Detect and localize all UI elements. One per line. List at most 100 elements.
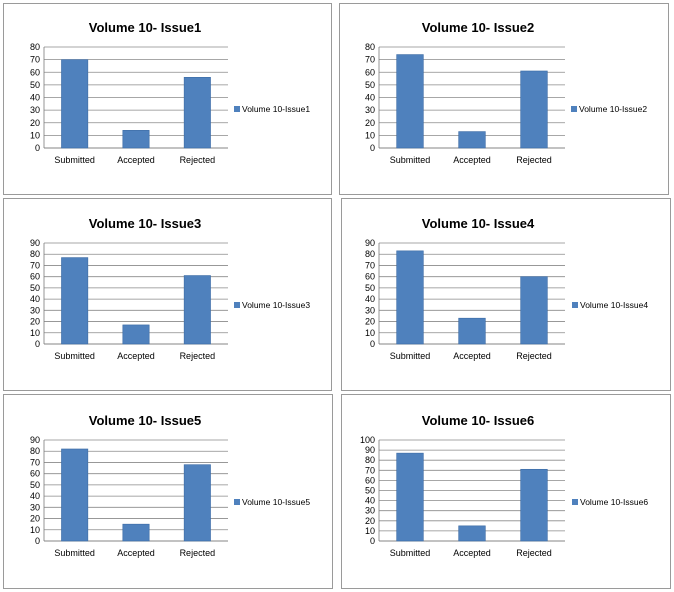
category-label: Accepted	[117, 351, 155, 361]
chart-title: Volume 10- Issue2	[422, 20, 534, 35]
chart-panel-issue1	[3, 3, 332, 195]
bar	[396, 54, 424, 149]
legend-swatch	[572, 499, 578, 505]
bar	[183, 77, 211, 149]
y-tick-label: 20	[30, 514, 40, 524]
y-tick-label: 70	[30, 457, 40, 467]
y-tick-label: 70	[365, 55, 375, 65]
category-label: Submitted	[390, 155, 431, 165]
category-label: Submitted	[54, 548, 95, 558]
y-tick-label: 70	[30, 260, 40, 270]
bar	[183, 464, 211, 542]
y-tick-label: 40	[30, 93, 40, 103]
y-tick-label: 30	[30, 305, 40, 315]
category-label: Accepted	[117, 548, 155, 558]
y-tick-label: 20	[365, 516, 375, 526]
y-tick-label: 30	[30, 502, 40, 512]
category-label: Rejected	[180, 548, 216, 558]
y-tick-label: 90	[30, 238, 40, 248]
y-tick-label: 70	[365, 465, 375, 475]
y-tick-label: 60	[30, 67, 40, 77]
y-tick-label: 20	[30, 317, 40, 327]
y-tick-label: 50	[365, 80, 375, 90]
y-tick-label: 0	[35, 143, 40, 153]
category-label: Rejected	[516, 155, 552, 165]
y-tick-label: 80	[365, 455, 375, 465]
y-tick-label: 80	[30, 42, 40, 52]
chart-title: Volume 10- Issue4	[422, 216, 535, 231]
y-tick-label: 30	[365, 506, 375, 516]
y-tick-label: 10	[30, 328, 40, 338]
y-tick-label: 30	[365, 305, 375, 315]
chart-panel-issue5	[3, 394, 333, 589]
y-tick-label: 10	[365, 328, 375, 338]
y-tick-label: 90	[365, 445, 375, 455]
bar	[122, 324, 150, 345]
chart-panel-issue2	[339, 3, 669, 195]
y-tick-label: 80	[30, 249, 40, 259]
y-tick-label: 50	[365, 486, 375, 496]
y-tick-label: 0	[370, 339, 375, 349]
legend-swatch	[234, 499, 240, 505]
y-tick-label: 30	[30, 105, 40, 115]
chart-title: Volume 10- Issue1	[89, 20, 201, 35]
category-label: Rejected	[516, 351, 552, 361]
y-tick-label: 60	[365, 67, 375, 77]
category-label: Accepted	[453, 351, 491, 361]
bar	[520, 70, 548, 149]
legend-label: Volume 10-Issue4	[580, 300, 648, 310]
y-tick-label: 50	[365, 283, 375, 293]
y-tick-label: 100	[360, 435, 375, 445]
category-label: Rejected	[516, 548, 552, 558]
y-tick-label: 60	[365, 272, 375, 282]
bar	[520, 468, 548, 542]
y-tick-label: 60	[30, 469, 40, 479]
y-tick-label: 20	[365, 317, 375, 327]
y-tick-label: 60	[365, 475, 375, 485]
y-tick-label: 30	[365, 105, 375, 115]
legend-swatch	[571, 106, 577, 112]
category-label: Rejected	[180, 351, 216, 361]
y-tick-label: 40	[365, 294, 375, 304]
y-tick-label: 80	[365, 249, 375, 259]
y-tick-label: 0	[35, 339, 40, 349]
bar	[396, 452, 424, 542]
y-tick-label: 60	[30, 272, 40, 282]
category-label: Accepted	[453, 155, 491, 165]
y-tick-label: 90	[365, 238, 375, 248]
legend-label: Volume 10-Issue2	[579, 104, 647, 114]
legend-label: Volume 10-Issue5	[242, 497, 310, 507]
bar	[61, 59, 89, 149]
chart-title: Volume 10- Issue6	[422, 413, 534, 428]
category-label: Submitted	[390, 351, 431, 361]
y-tick-label: 0	[370, 143, 375, 153]
legend-label: Volume 10-Issue1	[242, 104, 310, 114]
bar	[122, 130, 150, 149]
bar	[122, 523, 150, 542]
chart-panel-issue6	[341, 394, 671, 589]
bar	[458, 525, 486, 542]
bar	[520, 276, 548, 345]
y-tick-label: 40	[30, 294, 40, 304]
legend-swatch	[572, 302, 578, 308]
y-tick-label: 80	[30, 446, 40, 456]
bar	[458, 317, 486, 345]
y-tick-label: 10	[30, 525, 40, 535]
bar	[183, 275, 211, 345]
y-tick-label: 90	[30, 435, 40, 445]
chart-panel-issue4	[341, 198, 671, 391]
category-label: Submitted	[390, 548, 431, 558]
y-tick-label: 70	[365, 260, 375, 270]
bar	[61, 448, 89, 542]
bar	[396, 250, 424, 345]
y-tick-label: 40	[365, 93, 375, 103]
chart-panel-issue3	[3, 198, 332, 391]
chart-title: Volume 10- Issue3	[89, 216, 201, 231]
y-tick-label: 20	[30, 118, 40, 128]
chart-title: Volume 10- Issue5	[89, 413, 201, 428]
category-label: Rejected	[180, 155, 216, 165]
y-tick-label: 10	[30, 130, 40, 140]
y-tick-label: 50	[30, 80, 40, 90]
legend-swatch	[234, 106, 240, 112]
y-tick-label: 10	[365, 526, 375, 536]
